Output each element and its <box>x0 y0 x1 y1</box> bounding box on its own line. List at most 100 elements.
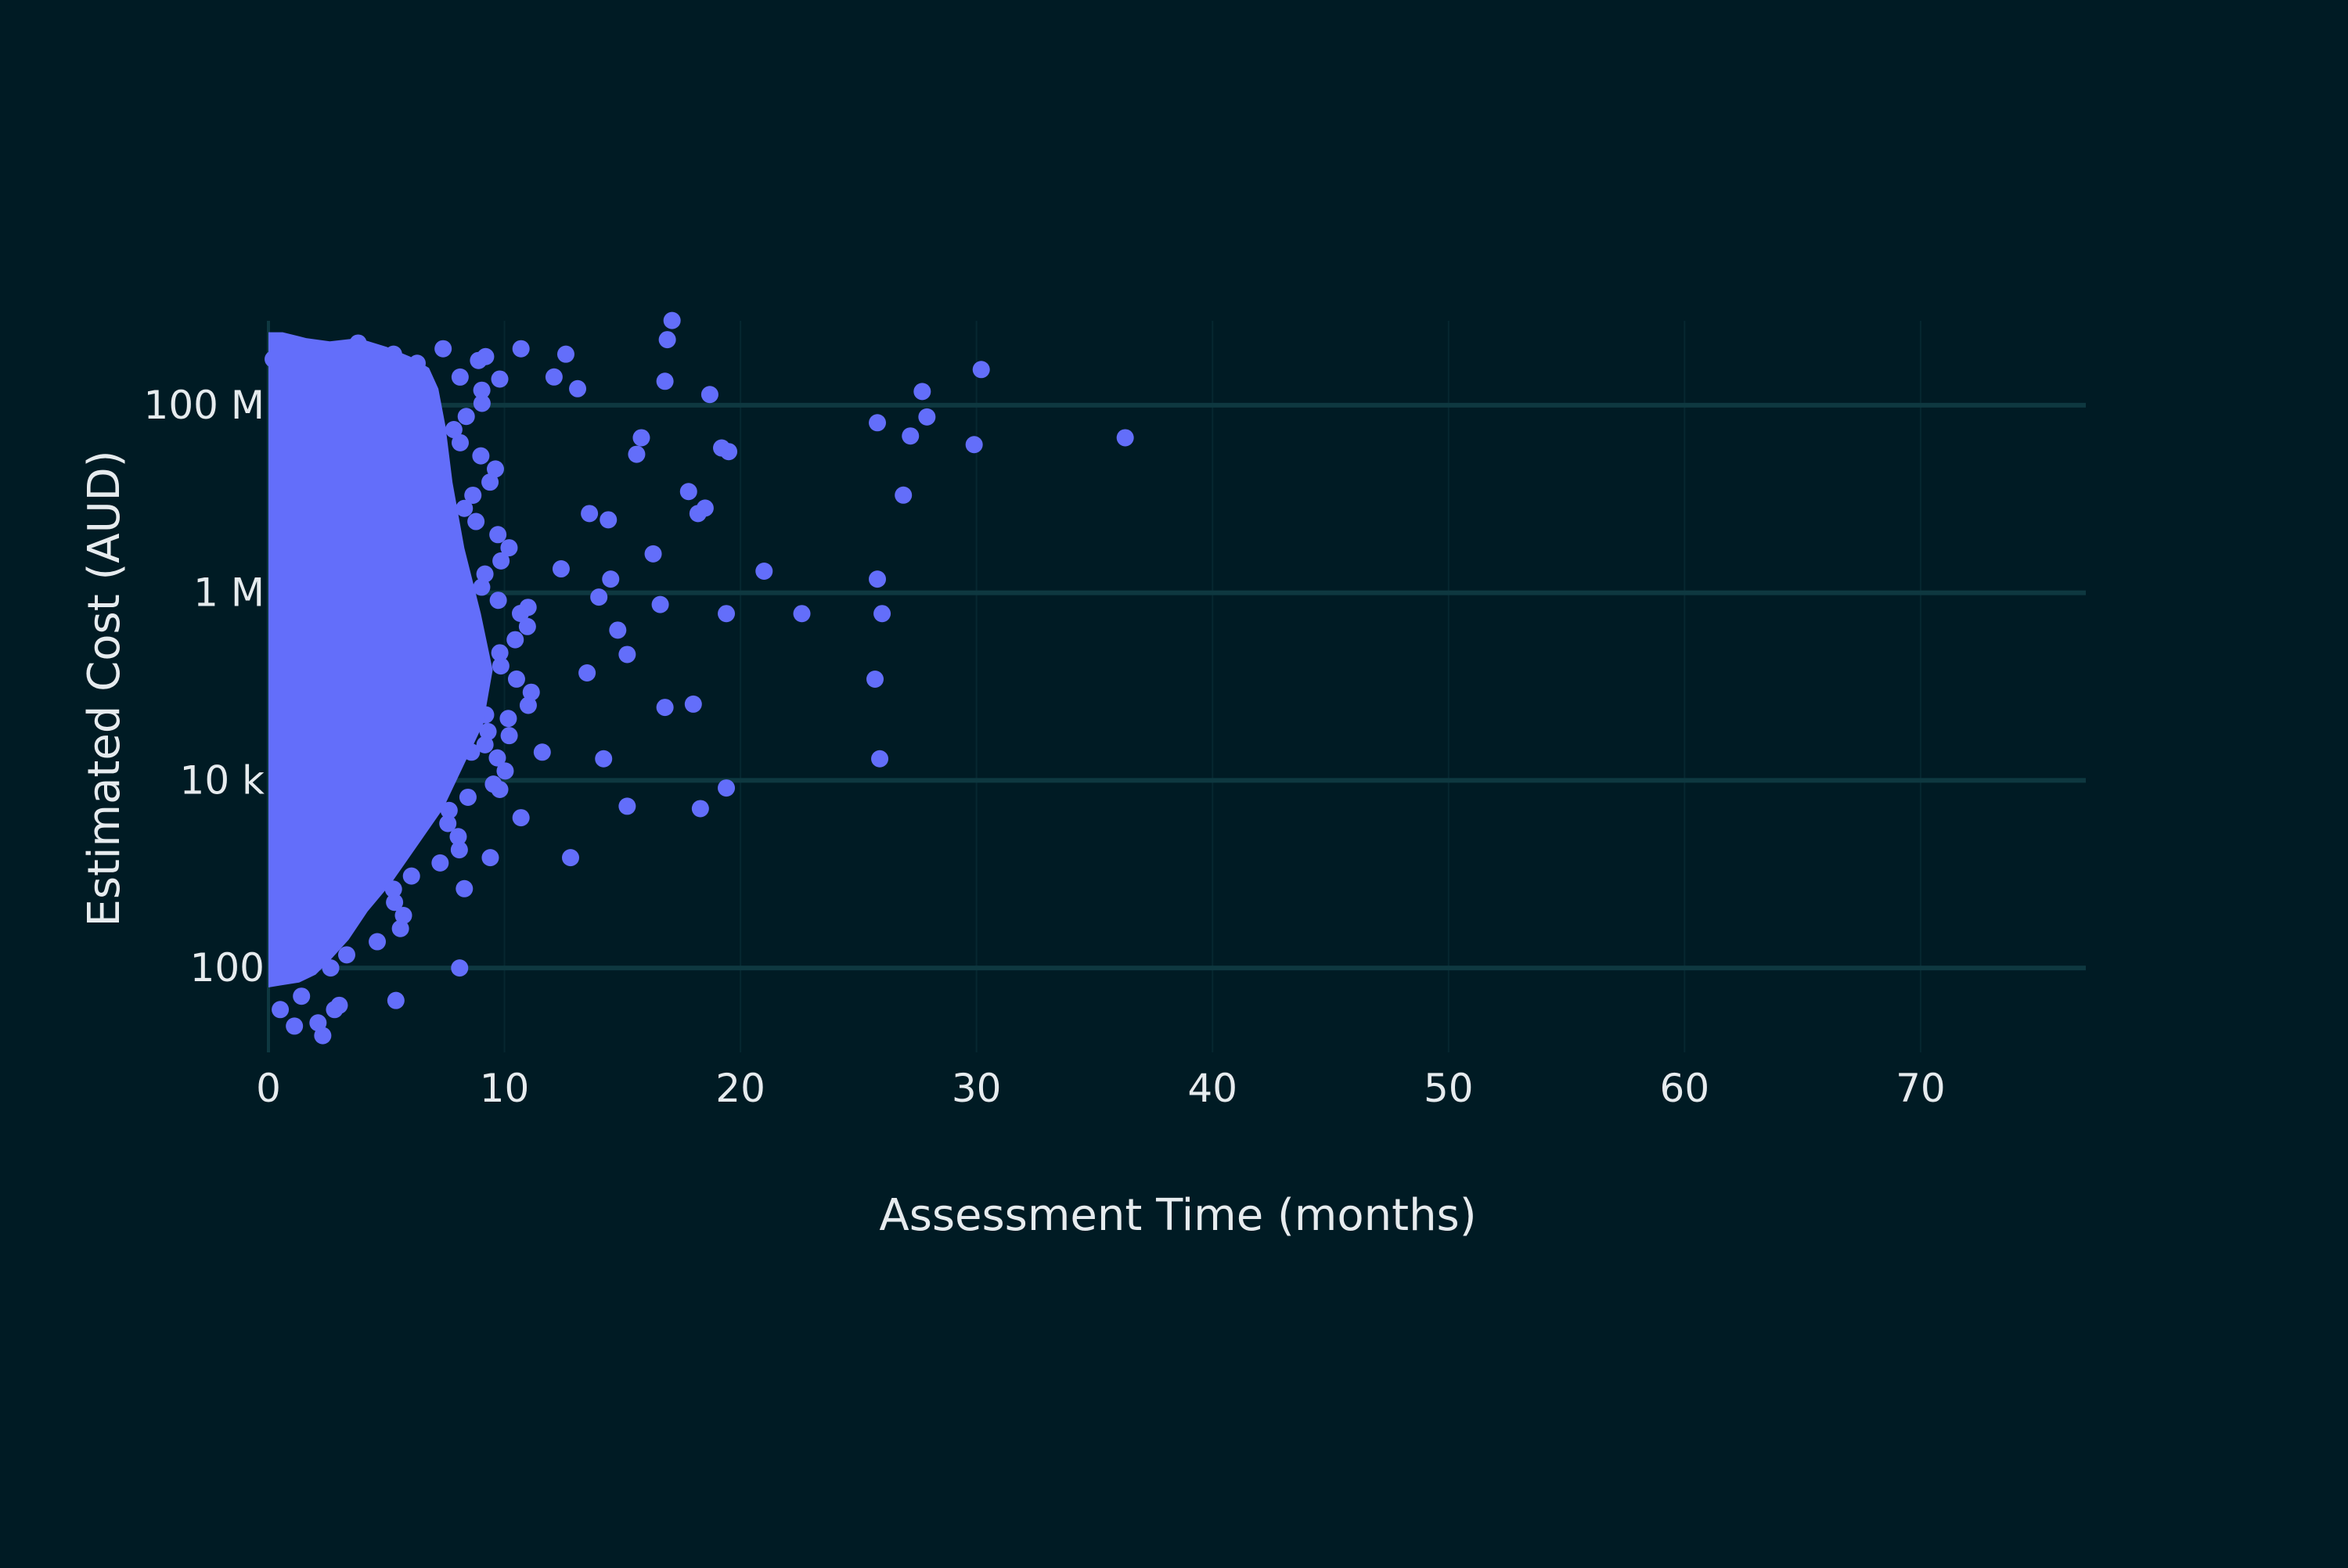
x-tick-label-6: 60 <box>1660 1066 1710 1111</box>
data-point-37 <box>618 646 636 664</box>
data-point-61 <box>326 1001 344 1019</box>
data-point-56 <box>387 991 405 1009</box>
edge-point-32 <box>500 539 518 557</box>
edge-point-23 <box>492 657 510 675</box>
dense-point-cloud <box>268 332 540 988</box>
edge-point-37 <box>481 473 499 491</box>
edge-point-10 <box>449 828 467 846</box>
edge-point-25 <box>506 631 524 649</box>
data-point-28 <box>656 699 674 717</box>
data-point-13 <box>755 563 773 581</box>
data-point-52 <box>533 743 551 761</box>
edge-point-14 <box>484 775 502 793</box>
data-point-22 <box>689 505 707 523</box>
point-cloud-area <box>268 332 493 988</box>
edge-point-11 <box>439 815 457 833</box>
data-point-40 <box>569 379 587 397</box>
data-point-9 <box>873 605 891 623</box>
y-tick-label-2: 1 M <box>193 570 265 616</box>
edge-point-12 <box>440 801 458 819</box>
data-point-18 <box>700 386 718 404</box>
edge-point-2 <box>369 933 387 951</box>
y-tick-label-3: 100 M <box>144 383 265 428</box>
edge-point-33 <box>489 526 507 544</box>
x-tick-label-7: 70 <box>1896 1066 1946 1111</box>
y-tick-label-0: 100 <box>190 945 265 991</box>
edge-point-44 <box>473 381 491 399</box>
edge-point-4 <box>394 906 412 924</box>
edge-point-41 <box>445 421 463 439</box>
edge-point-43 <box>473 394 491 412</box>
x-axis-label: Assessment Time (months) <box>879 1190 1476 1241</box>
data-point-67 <box>491 370 509 388</box>
data-point-41 <box>556 345 574 363</box>
data-point-15 <box>718 779 736 797</box>
x-tick-label-0: 0 <box>256 1066 281 1111</box>
edge-point-8 <box>431 854 449 872</box>
data-point-42 <box>545 368 563 386</box>
edge-point-1 <box>337 946 355 964</box>
data-point-20 <box>720 443 738 461</box>
data-point-6 <box>965 436 983 454</box>
data-point-3 <box>918 408 936 426</box>
data-point-10 <box>866 671 884 689</box>
data-point-17 <box>684 695 702 713</box>
data-point-30 <box>618 797 636 815</box>
edge-point-5 <box>386 894 404 912</box>
data-point-58 <box>309 1014 327 1032</box>
y-tick-label-1: 10 k <box>180 757 265 803</box>
data-point-25 <box>656 372 674 390</box>
data-point-35 <box>590 588 608 606</box>
data-point-32 <box>561 849 579 867</box>
data-point-38 <box>602 570 620 588</box>
data-point-1 <box>972 361 990 379</box>
data-point-47 <box>451 959 469 977</box>
data-point-2 <box>913 383 931 401</box>
data-point-53 <box>500 727 518 745</box>
edge-point-42 <box>457 408 475 426</box>
x-tick-label-4: 40 <box>1187 1066 1237 1111</box>
edge-point-34 <box>467 512 485 530</box>
edge-point-3 <box>391 919 409 937</box>
edge-point-21 <box>522 683 540 701</box>
data-point-62 <box>272 1001 290 1019</box>
data-point-26 <box>644 545 662 563</box>
edge-point-28 <box>489 592 507 610</box>
edge-point-7 <box>402 867 420 885</box>
data-point-14 <box>718 605 736 623</box>
y-axis-label: Estimated Cost (AUD) <box>79 450 130 926</box>
edge-point-36 <box>464 486 482 504</box>
edge-point-22 <box>507 670 525 688</box>
edge-point-40 <box>451 433 469 451</box>
data-point-23 <box>679 483 697 501</box>
data-point-43 <box>581 505 599 523</box>
data-point-0 <box>1116 429 1134 447</box>
edge-point-6 <box>384 880 402 898</box>
data-point-4 <box>902 427 920 445</box>
data-point-7 <box>895 486 913 504</box>
data-point-50 <box>512 809 530 827</box>
data-point-39 <box>632 429 650 447</box>
data-point-16 <box>691 800 709 818</box>
data-point-34 <box>609 621 627 639</box>
data-point-24 <box>658 331 676 349</box>
edge-point-30 <box>476 565 494 583</box>
edge-point-45 <box>451 368 469 386</box>
edge-point-16 <box>488 749 506 767</box>
edge-point-17 <box>476 735 494 753</box>
x-tick-label-1: 10 <box>480 1066 530 1111</box>
data-point-5 <box>869 414 887 432</box>
data-point-66 <box>470 351 488 369</box>
edge-point-29 <box>473 578 491 596</box>
edge-point-18 <box>479 723 497 741</box>
data-point-29 <box>663 311 681 329</box>
x-tick-label-5: 50 <box>1424 1066 1474 1111</box>
data-point-49 <box>481 849 499 867</box>
data-point-36 <box>578 664 596 682</box>
edge-point-31 <box>492 552 510 570</box>
tick-labels: 0 10 20 30 40 50 60 70 100 10 k 1 M 100 M <box>144 383 1946 1111</box>
data-point-12 <box>793 605 811 623</box>
edge-point-19 <box>499 710 517 728</box>
edge-point-24 <box>491 644 509 662</box>
data-point-46 <box>552 560 570 578</box>
